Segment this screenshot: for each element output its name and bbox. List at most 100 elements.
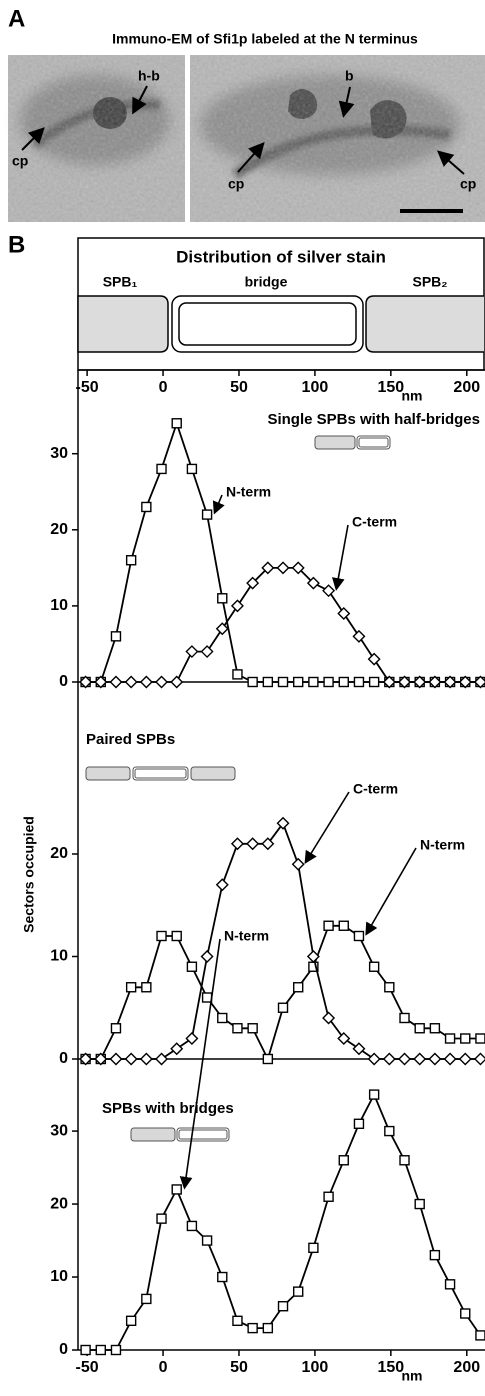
square-marker xyxy=(172,932,181,941)
y-tick-label: 0 xyxy=(59,673,68,690)
x-axis-label: nm xyxy=(402,388,423,404)
y-tick-label: 10 xyxy=(50,1268,68,1285)
square-marker xyxy=(263,678,272,687)
stain-diagram: Distribution of silver stain SPB₁ bridge… xyxy=(78,238,484,370)
square-marker xyxy=(385,1127,394,1136)
square-marker xyxy=(309,678,318,687)
annotation: N-term xyxy=(226,484,271,500)
square-marker xyxy=(203,993,212,1002)
y-tick-label: 20 xyxy=(50,845,68,862)
square-marker xyxy=(415,1024,424,1033)
em-label: cp xyxy=(460,176,476,192)
schematic-spb xyxy=(315,436,355,449)
annotation-arrow xyxy=(215,495,222,512)
square-marker xyxy=(203,1236,212,1245)
diagram-label: bridge xyxy=(245,274,288,290)
x-axis-label: nm xyxy=(402,1368,423,1384)
schematic-spb xyxy=(86,767,130,780)
diamond-marker xyxy=(384,1054,395,1065)
square-marker xyxy=(354,932,363,941)
diamond-marker xyxy=(475,1054,485,1065)
square-marker xyxy=(127,556,136,565)
square-marker xyxy=(142,983,151,992)
schematic-spb xyxy=(191,767,235,780)
x-tick-label: 200 xyxy=(453,379,480,396)
diamond-marker xyxy=(202,646,213,657)
x-tick-label: 50 xyxy=(230,379,248,396)
square-marker xyxy=(400,1156,409,1165)
y-tick-label: 20 xyxy=(50,521,68,538)
diamond-marker xyxy=(308,951,319,962)
square-marker xyxy=(248,678,257,687)
diamond-marker xyxy=(278,562,289,573)
diamond-marker xyxy=(445,1054,456,1065)
series-line xyxy=(86,568,481,682)
square-marker xyxy=(279,678,288,687)
square-marker xyxy=(233,1316,242,1325)
y-tick-label: 30 xyxy=(50,445,68,462)
square-marker xyxy=(111,1024,120,1033)
square-marker xyxy=(354,678,363,687)
square-marker xyxy=(248,1024,257,1033)
square-marker xyxy=(430,1024,439,1033)
x-tick-label: 150 xyxy=(377,379,404,396)
annotation-arrow xyxy=(185,939,220,1186)
em-label: b xyxy=(345,68,354,84)
diamond-marker xyxy=(414,1054,425,1065)
square-marker xyxy=(339,678,348,687)
em-label: h-b xyxy=(138,68,160,84)
y-tick-label: 20 xyxy=(50,1195,68,1212)
square-marker xyxy=(279,1003,288,1012)
diamond-marker xyxy=(217,879,228,890)
square-marker xyxy=(263,1324,272,1333)
figure: A Immuno-EM of Sfi1p labeled at the N te… xyxy=(0,0,485,1391)
diamond-marker xyxy=(141,1054,152,1065)
subtitle: SPBs with bridges xyxy=(102,1100,234,1117)
diamond-marker xyxy=(171,1043,182,1054)
diamond-marker xyxy=(156,1054,167,1065)
panel-label: B xyxy=(8,231,25,258)
subtitle: Single SPBs with half-bridges xyxy=(267,411,480,428)
square-marker xyxy=(324,1192,333,1201)
diamond-marker xyxy=(247,838,258,849)
square-marker xyxy=(127,983,136,992)
square-marker xyxy=(96,1346,105,1355)
square-marker xyxy=(446,1280,455,1289)
square-marker xyxy=(111,1346,120,1355)
annotation-arrow xyxy=(367,848,416,933)
square-marker xyxy=(142,502,151,511)
annotation: C-term xyxy=(352,514,397,530)
square-marker xyxy=(279,1302,288,1311)
y-tick-label: 0 xyxy=(59,1341,68,1358)
diamond-marker xyxy=(186,646,197,657)
annotation-arrow xyxy=(306,792,349,861)
square-marker xyxy=(400,1014,409,1023)
diamond-marker xyxy=(202,951,213,962)
diamond-marker xyxy=(126,677,137,688)
square-marker xyxy=(187,1221,196,1230)
x-tick-label: 0 xyxy=(159,1359,168,1376)
em-image-right xyxy=(190,55,485,222)
y-tick-label: 10 xyxy=(50,948,68,965)
diamond-marker xyxy=(399,1054,410,1065)
square-marker xyxy=(218,1273,227,1282)
em-label: cp xyxy=(12,153,28,169)
schematic-bridge-inner xyxy=(359,438,388,447)
square-marker xyxy=(157,464,166,473)
diagram-label: SPB₂ xyxy=(412,274,447,290)
square-marker xyxy=(309,1243,318,1252)
diamond-marker xyxy=(232,838,243,849)
square-marker xyxy=(248,1324,257,1333)
panel-label: A xyxy=(8,5,25,32)
square-marker xyxy=(294,1287,303,1296)
diamond-marker xyxy=(460,1054,471,1065)
diagram-title: Distribution of silver stain xyxy=(176,247,386,266)
square-marker xyxy=(127,1316,136,1325)
diamond-marker xyxy=(110,1054,121,1065)
square-marker xyxy=(172,419,181,428)
square-marker xyxy=(218,1014,227,1023)
annotation: N-term xyxy=(224,928,269,944)
